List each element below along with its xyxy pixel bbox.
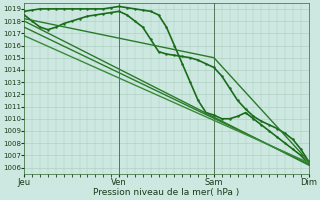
X-axis label: Pression niveau de la mer( hPa ): Pression niveau de la mer( hPa ) (93, 188, 240, 197)
